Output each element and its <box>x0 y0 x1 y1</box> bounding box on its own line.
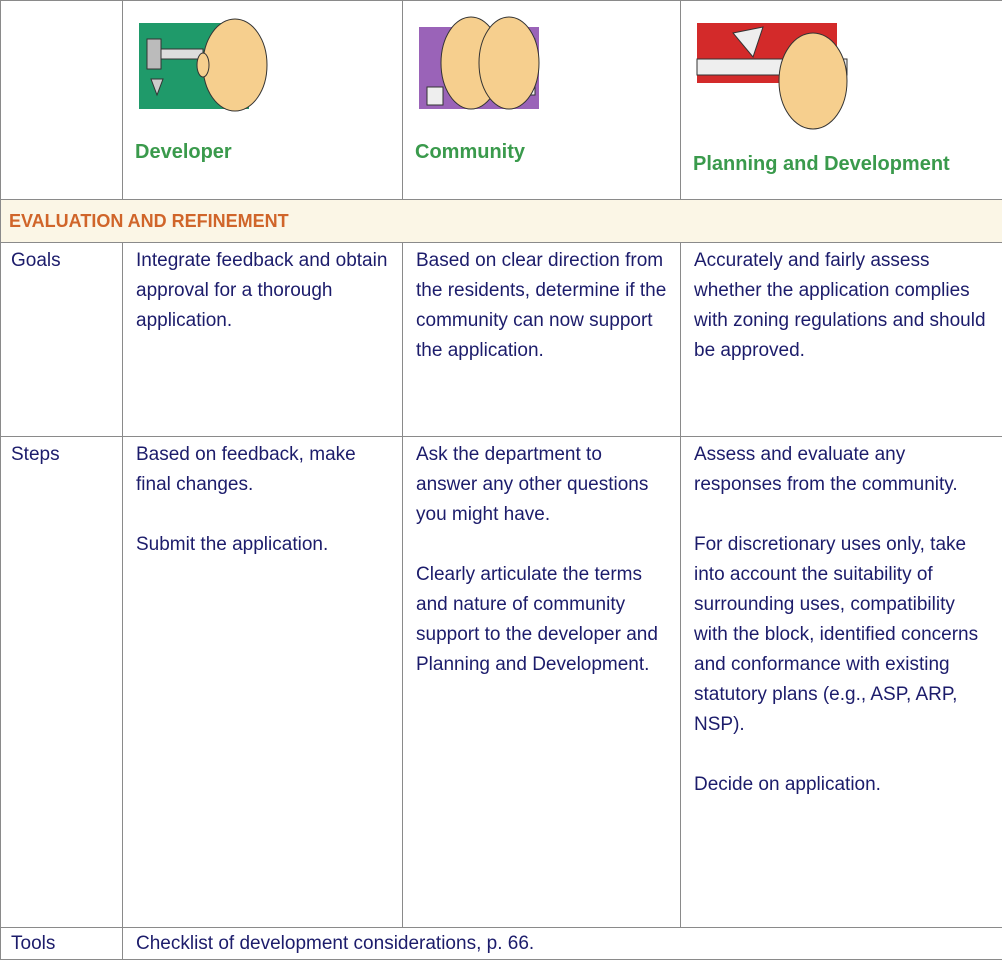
row: Goals Integrate feedback and obtain appr… <box>1 243 1002 437</box>
planning-icon <box>693 9 863 133</box>
section-title: EVALUATION AND REFINEMENT <box>9 211 289 231</box>
community-icon <box>415 9 555 121</box>
paragraph: Ask the department to answer any other q… <box>416 440 668 530</box>
cell: Accurately and fairly assess whether the… <box>681 243 1002 437</box>
header-cell: Community <box>403 1 681 200</box>
cell: Ask the department to answer any other q… <box>403 437 681 928</box>
paragraph: Clearly articulate the terms and nature … <box>416 560 668 680</box>
paragraph: Accurately and fairly assess whether the… <box>694 246 990 366</box>
header-cell: Planning and Development <box>681 1 1002 200</box>
paragraph: Integrate feedback and obtain approval f… <box>136 246 390 336</box>
row-label: Steps <box>1 437 123 928</box>
cell: Assess and evaluate any responses from t… <box>681 437 1002 928</box>
section-cell: EVALUATION AND REFINEMENT <box>1 200 1002 243</box>
row-label: Tools <box>1 928 123 960</box>
header-cell: Developer <box>123 1 403 200</box>
cell: Based on clear direction from the reside… <box>403 243 681 437</box>
row-label: Goals <box>1 243 123 437</box>
column-name: Planning and Development <box>693 151 992 177</box>
column-name: Community <box>415 139 670 165</box>
cell: Checklist of development considerations,… <box>123 928 1002 960</box>
row: Tools Checklist of development considera… <box>1 928 1002 960</box>
section-row: EVALUATION AND REFINEMENT <box>1 200 1002 243</box>
paragraph: For discretionary uses only, take into a… <box>694 530 990 740</box>
cell: Based on feedback, make final changes. S… <box>123 437 403 928</box>
column-name: Developer <box>135 139 392 165</box>
paragraph: Assess and evaluate any responses from t… <box>694 440 990 500</box>
row: Steps Based on feedback, make final chan… <box>1 437 1002 928</box>
paragraph: Based on feedback, make final changes. <box>136 440 390 500</box>
paragraph: Decide on application. <box>694 770 990 800</box>
empty-cell <box>1 1 123 200</box>
header-row: Developer Community Planning and Develop… <box>1 1 1002 200</box>
cell: Integrate feedback and obtain approval f… <box>123 243 403 437</box>
developer-icon <box>135 9 275 121</box>
paragraph: Submit the application. <box>136 530 390 560</box>
paragraph: Based on clear direction from the reside… <box>416 246 668 366</box>
